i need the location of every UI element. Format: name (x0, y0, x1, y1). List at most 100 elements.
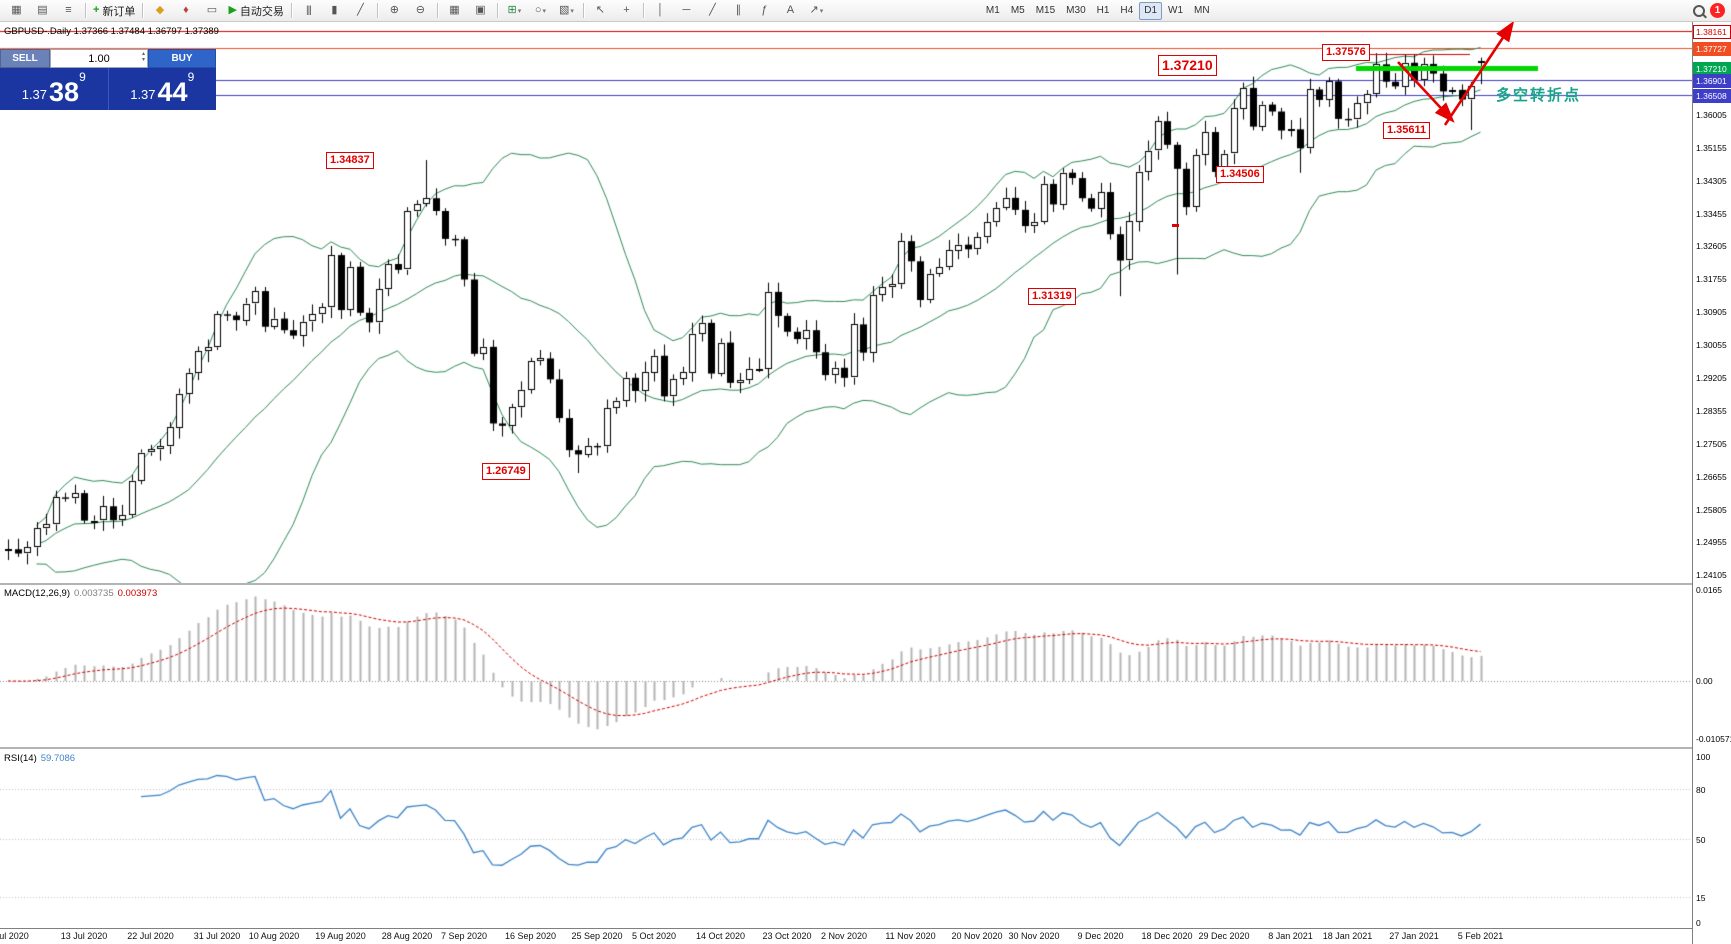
autotrading-icon: ▶ (228, 4, 237, 16)
horizontal-line-button[interactable]: ─ (674, 1, 699, 21)
alerts-button[interactable]: ♦ (173, 1, 198, 21)
timeframe-m1-button[interactable]: M1 (985, 4, 1000, 16)
timeframe-m5-button[interactable]: M5 (1010, 4, 1025, 16)
cursor-button[interactable]: ↖ (588, 1, 613, 21)
macd-signal-value: 0.003973 (117, 588, 158, 599)
chart-title-ohlc: GBPUSD-.Daily 1.37366 1.37484 1.36797 1.… (4, 26, 219, 37)
toolbar-separator (436, 3, 438, 18)
indicators-icon: ⊞ (507, 4, 517, 16)
timeframe-mn-button[interactable]: MN (1194, 4, 1210, 16)
crosshair-icon: + (623, 4, 630, 16)
vertical-line-button[interactable]: │ (648, 1, 673, 21)
scale-label: 1.27505 (1696, 438, 1727, 449)
scale-label: -0.010571 (1696, 734, 1731, 745)
timeframe-d1-button[interactable]: D1 (1139, 1, 1163, 20)
date-label: 16 Sep 2020 (504, 931, 557, 941)
timeframe-h1-button[interactable]: H1 (1096, 4, 1110, 16)
bar-chart-icon: ||| (306, 5, 312, 16)
new-chart-button[interactable]: ▦ (4, 1, 29, 21)
alerts-icon: ♦ (183, 4, 189, 16)
cascade-windows-button[interactable]: ▣ (468, 1, 493, 21)
market-watch-button[interactable]: ≡ (56, 1, 81, 21)
toolbar-separator (290, 3, 292, 18)
rsi-panel[interactable] (0, 750, 1692, 928)
zoom-out-icon: ⊖ (415, 4, 426, 16)
notification-badge[interactable]: 1 (1710, 3, 1725, 18)
date-axis[interactable]: 1 Jul 2020 13 Jul 2020 22 Jul 2020 31 Jul 2… (0, 928, 1692, 944)
timeframe-m15-button[interactable]: M15 (1035, 4, 1056, 16)
autotrading-label: 自动交易 (239, 5, 284, 18)
zoom-in-button[interactable]: ⊕ (382, 1, 407, 21)
bar-chart-button[interactable]: ||| (296, 1, 321, 21)
candlestick-button[interactable]: ▮ (322, 1, 347, 21)
date-label: 14 Oct 2020 (695, 931, 746, 941)
price-line-label: 1.38161 (1693, 25, 1731, 40)
spin-down-icon[interactable]: ▾ (141, 57, 145, 63)
indicators-button[interactable]: ⊞ ▾ (502, 1, 527, 21)
buy-price-pips: 44 (157, 77, 188, 107)
arrows-tool-button[interactable]: ↗ ▾ (804, 1, 829, 21)
toolbar-buttons: ▦ ▤ ≡ + 新订单 ◆ ♦ ▭ ▶ 自动交易 ||| ▮ ╱ ⊕ ⊖ ▦ ▣ ⊞ ▾ ○ ▾ ▧ ▾ ↖ + │ ─ ╱ ∥ ƒ A ↗ ▾… (4, 1, 1693, 21)
volume-value: 1.00 (88, 52, 110, 65)
metaeditor-button[interactable]: ◆ (147, 1, 172, 21)
arrows-tool-icon: ↗ (809, 4, 819, 16)
metaeditor-icon: ◆ (155, 4, 165, 16)
profiles-button[interactable]: ▤ (30, 1, 55, 21)
profiles-icon: ▤ (37, 4, 48, 16)
buy-price-pipette: 9 (187, 70, 195, 84)
text-button[interactable]: A (778, 1, 803, 21)
market-watch-icon: ≡ (65, 4, 72, 16)
spin-up-icon[interactable]: ▴ (141, 51, 145, 57)
price-callout: 1.35611 (1383, 122, 1431, 139)
zoom-out-button[interactable]: ⊖ (408, 1, 433, 21)
date-label: 5 Oct 2020 (631, 931, 677, 941)
crosshair-button[interactable]: + (614, 1, 639, 21)
price-line-label: 1.36901 (1693, 74, 1731, 89)
periods-button[interactable]: ○ ▾ (528, 1, 553, 21)
buy-button[interactable]: BUY (148, 49, 216, 68)
tile-windows-button[interactable]: ▦ (442, 1, 467, 21)
line-chart-button[interactable]: ╱ (348, 1, 373, 21)
date-label: 19 Aug 2020 (315, 931, 366, 941)
scale-label: 1.35155 (1696, 142, 1727, 153)
date-label: 9 Dec 2020 (1077, 931, 1124, 941)
dropdown-arrow-icon: ▾ (542, 7, 546, 15)
date-label: 7 Sep 2020 (440, 931, 488, 941)
date-label: 29 Dec 2020 (1198, 931, 1250, 941)
scale-label: 100 (1696, 752, 1711, 762)
mail-icon: ▭ (206, 4, 218, 16)
search-icon[interactable] (1693, 4, 1705, 17)
timeframe-m30-button[interactable]: M30 (1066, 4, 1086, 16)
templates-button[interactable]: ▧ ▾ (554, 1, 579, 21)
scale-label: 1.36005 (1696, 109, 1727, 120)
date-label: 18 Jan 2021 (1322, 931, 1373, 941)
autotrading-button[interactable]: ▶ 自动交易 (225, 1, 286, 21)
volume-spinner[interactable]: ▴ ▾ (142, 51, 145, 63)
chart-window: GBPUSD-.Daily 1.37366 1.37484 1.36797 1.… (0, 22, 1731, 944)
panel-separator[interactable] (0, 747, 1731, 750)
buy-price-button[interactable]: 1.37 44 9 (107, 68, 217, 110)
timeframe-h4-button[interactable]: H4 (1120, 4, 1134, 16)
scale-label: 1.32605 (1696, 241, 1727, 252)
date-label: 10 Aug 2020 (248, 931, 300, 941)
fibonacci-button[interactable]: ƒ (752, 1, 777, 21)
trendline-button[interactable]: ╱ (700, 1, 725, 21)
date-label: 5 Feb 2021 (1457, 931, 1504, 941)
timeframe-w1-button[interactable]: W1 (1168, 4, 1184, 16)
macd-panel[interactable] (0, 585, 1692, 747)
macd-main-value: 0.003735 (74, 588, 114, 599)
line-chart-icon: ╱ (357, 4, 364, 16)
channel-button[interactable]: ∥ (726, 1, 751, 21)
sell-button[interactable]: SELL (0, 49, 50, 68)
panel-separator[interactable] (0, 583, 1731, 586)
sell-price-button[interactable]: 1.37 38 9 (0, 68, 108, 110)
price-scale[interactable]: 1.36005 1.35155 1.34305 1.33455 1.32605 1.317… (1692, 22, 1731, 944)
new-order-button[interactable]: + 新订单 (90, 1, 138, 21)
mail-button[interactable]: ▭ (199, 1, 224, 21)
main-chart[interactable] (0, 22, 1692, 583)
order-marker-icon (1172, 224, 1179, 227)
price-line-label: 1.37727 (1693, 42, 1731, 57)
volume-input[interactable]: 1.00 ▴ ▾ (50, 49, 148, 68)
scale-label: 1.24955 (1696, 537, 1727, 548)
